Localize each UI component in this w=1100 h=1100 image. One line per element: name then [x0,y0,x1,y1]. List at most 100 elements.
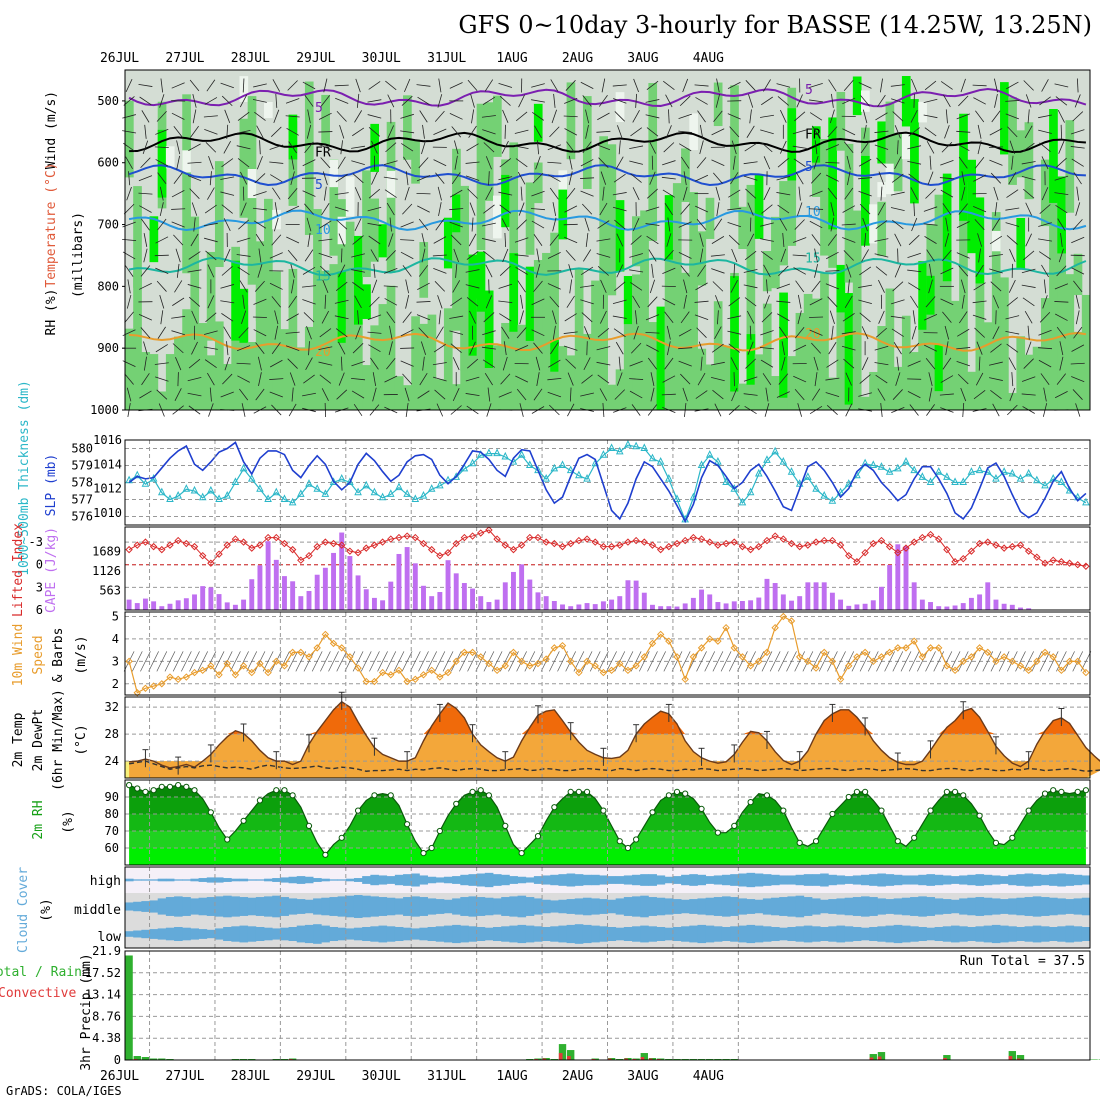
wind-barb [1022,142,1035,152]
cloud-bar [893,898,903,915]
thickness-point [779,456,788,465]
rh-mid-cell [959,349,968,410]
cloud-bar [288,876,298,884]
wind-barb [449,82,463,89]
lifted-index-point [804,541,812,549]
cape-bar [380,600,386,610]
wind-barb [907,160,922,165]
wind-barb [122,238,137,242]
wind-barb [616,233,624,247]
wind-barb [302,159,316,167]
wind-barb [825,392,840,397]
rh-bright-cell [525,266,535,341]
wind-barb [665,94,673,108]
cloud-bar [190,878,200,882]
cape-bar [977,594,983,610]
cloud-bar [394,874,404,886]
wind-barb [841,223,856,226]
wind-barb [989,235,1003,245]
rh-mid-cell [1016,130,1026,178]
cloud-bar [787,896,796,917]
wind10-point [656,630,665,639]
wind-barb [336,219,348,230]
wind10-point [624,666,632,675]
wind-barb [794,327,805,339]
wind-barb [223,218,231,232]
lifted-index-point [1016,541,1025,549]
wind-barb [566,295,575,308]
wind-barb [925,188,936,199]
wind-barb [288,295,297,308]
cloud-bar [648,874,657,886]
wind-barb [809,329,823,336]
slp-frame [124,439,1091,526]
rh-pale-cell [689,113,698,151]
wind-barb [811,342,822,354]
rh2m-point [453,800,460,807]
wind-barb [1021,175,1036,181]
rh-mid-cell [697,231,707,286]
cloud-bar [738,898,747,915]
cloud-bar [975,874,985,886]
wind10-point [616,659,624,668]
cloud-bar [272,895,281,918]
wind-barb [418,218,429,231]
rh-mid-cell [288,268,298,410]
wind-barb [729,126,740,138]
top-day-label: 2AUG [562,51,593,66]
cloud-bar [174,879,183,881]
wind-barb [926,249,935,262]
wind-barb [372,387,377,402]
cloud-bar [321,878,330,882]
wind-barb [303,374,315,384]
wind-barb [989,361,1003,366]
lifted-index-point [853,558,861,566]
rh-mid-cell [370,325,380,410]
wind-barb [829,109,835,124]
rh-bright-cell [967,159,977,254]
wind-barb [385,142,397,153]
wind-barb [958,311,968,324]
wind-barb [140,265,151,277]
wind-barb [759,114,774,118]
wind10-barb [262,651,274,672]
rh-mid-cell [304,81,314,235]
rh-mid-cell [623,318,633,410]
thickness-point [599,450,608,458]
wind-barb [597,374,610,384]
wind-barb [252,207,267,211]
wind-barb [438,310,441,325]
wind-barb [465,175,480,181]
lifted-index-point [918,533,927,542]
wind-barb [665,125,672,139]
wind-barb [518,202,525,216]
wind-barb [714,326,722,340]
rh-mid-cell [950,300,960,410]
wind-barb [323,78,328,93]
wind-barb [989,377,1003,381]
wind-barb [454,140,459,155]
rh-pale-cell [182,150,191,173]
rh-mid-cell [811,298,821,410]
cloud-bar [353,878,363,882]
wind-barb [956,347,971,350]
cloud-bar [934,927,944,941]
wind-barb [844,295,853,309]
cloud-bar [991,875,1001,885]
cloud-bar [1081,897,1091,916]
wind-barb [680,265,690,277]
rh2m-point [338,834,345,841]
cape-bar [331,552,336,610]
wind-barb [890,84,905,87]
rh2m-point [992,839,1000,847]
wind-barb [891,328,904,337]
wind-barb [187,175,202,182]
rh-bright-cell [746,334,756,385]
cape-bar [576,604,582,610]
cloud-bar [746,899,756,914]
wind-barb [370,249,379,262]
wind-barb [861,249,869,262]
wind-barb [1074,94,1081,108]
wind-barb [664,203,673,216]
cloud-bar [713,926,723,942]
